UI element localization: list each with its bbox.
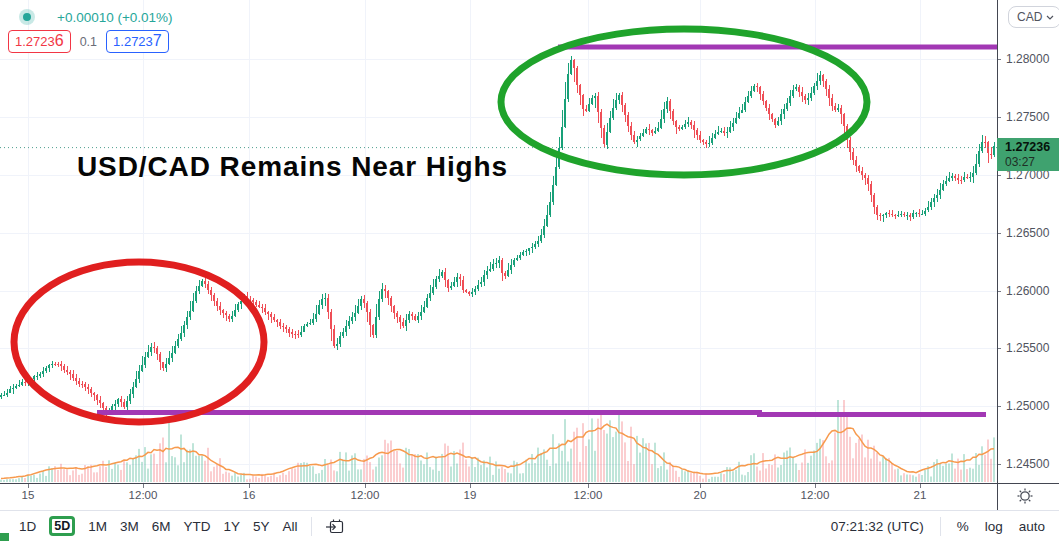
time-tick-dash xyxy=(365,484,366,488)
range-6M-button[interactable]: 6M xyxy=(152,519,171,534)
percent-scale-button[interactable]: % xyxy=(957,519,969,534)
price-axis[interactable]: CAD 1.280001.275001.270001.265001.260001… xyxy=(997,0,1059,510)
partial-corner-element xyxy=(0,533,9,541)
time-axis-label: 12:00 xyxy=(337,489,393,501)
currency-label: CAD xyxy=(1017,10,1042,24)
bid-last-digit: 6 xyxy=(55,32,64,50)
time-axis-label: 16 xyxy=(221,489,277,501)
auto-scale-button[interactable]: auto xyxy=(1019,519,1045,534)
go-to-date-icon[interactable] xyxy=(325,518,346,535)
time-axis-label: 19 xyxy=(442,489,498,501)
price-axis-label: 1.24500 xyxy=(1006,457,1049,471)
axis-border-vertical xyxy=(997,0,998,510)
divider xyxy=(940,517,941,536)
time-tick-dash xyxy=(28,484,29,488)
tradingview-window: { "legend": { "change": "+0.00010 (+0.01… xyxy=(0,0,1059,541)
divider xyxy=(311,517,312,536)
scale-controls: 07:21:32 (UTC) % log auto xyxy=(831,511,1059,541)
time-tick-dash xyxy=(588,484,589,488)
time-tick-dash xyxy=(470,484,471,488)
price-change-text: +0.00010 (+0.01%) xyxy=(57,10,173,25)
price-axis-label: 1.28000 xyxy=(1006,52,1049,66)
log-scale-button[interactable]: log xyxy=(985,519,1003,534)
price-axis-label: 1.27500 xyxy=(1006,110,1049,124)
clock[interactable]: 07:21:32 (UTC) xyxy=(831,519,924,534)
range-1M-button[interactable]: 1M xyxy=(88,519,107,534)
chevron-down-icon xyxy=(1046,15,1054,20)
price-axis-label: 1.26000 xyxy=(1006,284,1049,298)
candlestick-series xyxy=(0,56,995,416)
time-axis[interactable]: 15 12:00 16 12:00 19 12:00 20 12:00 21 xyxy=(0,484,997,510)
volume-ma-line xyxy=(1,424,994,478)
spread-value: 0.1 xyxy=(80,35,97,49)
price-axis-label: 1.26500 xyxy=(1006,226,1049,240)
range-1D-button[interactable]: 1D xyxy=(19,519,36,534)
time-axis-label: 21 xyxy=(892,489,948,501)
currency-selector-button[interactable]: CAD xyxy=(1008,6,1059,28)
green-ellipse-annotation xyxy=(501,29,867,175)
axis-border-horizontal xyxy=(0,483,1059,484)
headline-annotation: USD/CAD Remains Near Highs xyxy=(77,151,508,183)
price-axis-label: 1.25000 xyxy=(1006,399,1049,413)
candlestick-chart xyxy=(0,0,997,483)
time-axis-label: 12:00 xyxy=(787,489,843,501)
market-status-dot-icon xyxy=(19,9,35,25)
range-5Y-button[interactable]: 5Y xyxy=(253,519,270,534)
buy-price-button[interactable]: 1.27237 xyxy=(106,30,169,53)
bid-value: 1.2723 xyxy=(15,34,55,49)
bottom-toolbar: 1D 5D 1M 3M 6M YTD 1Y 5Y All 07:21:32 (UTC) % lo… xyxy=(0,511,1059,541)
time-tick-dash xyxy=(143,484,144,488)
time-axis-label: 20 xyxy=(672,489,728,501)
ask-last-digit: 7 xyxy=(153,32,162,50)
time-tick-dash xyxy=(249,484,250,488)
price-axis-label: 1.25500 xyxy=(1006,341,1049,355)
time-tick-dash xyxy=(920,484,921,488)
last-price-badge: 1.27236 03:27 xyxy=(997,138,1059,171)
last-price-value: 1.27236 xyxy=(1005,139,1059,155)
time-tick-dash xyxy=(815,484,816,488)
range-1Y-button[interactable]: 1Y xyxy=(224,519,241,534)
time-axis-label: 15 xyxy=(0,489,56,501)
bar-countdown: 03:27 xyxy=(1005,155,1059,169)
time-axis-label: 12:00 xyxy=(560,489,616,501)
range-YTD-button[interactable]: YTD xyxy=(184,519,211,534)
chart-plot-area[interactable]: USD/CAD Remains Near Highs +0.00010 (+0.… xyxy=(0,0,997,483)
red-ellipse-annotation xyxy=(14,262,264,422)
time-tick-dash xyxy=(700,484,701,488)
range-5D-button-selected[interactable]: 5D xyxy=(49,516,75,536)
time-axis-label: 12:00 xyxy=(115,489,171,501)
ask-value: 1.2723 xyxy=(113,34,153,49)
date-range-switcher: 1D 5D 1M 3M 6M YTD 1Y 5Y All xyxy=(0,511,346,541)
range-3M-button[interactable]: 3M xyxy=(120,519,139,534)
sell-price-button[interactable]: 1.27236 xyxy=(8,30,71,53)
range-All-button[interactable]: All xyxy=(283,519,298,534)
settings-gear-icon[interactable] xyxy=(1016,487,1034,505)
